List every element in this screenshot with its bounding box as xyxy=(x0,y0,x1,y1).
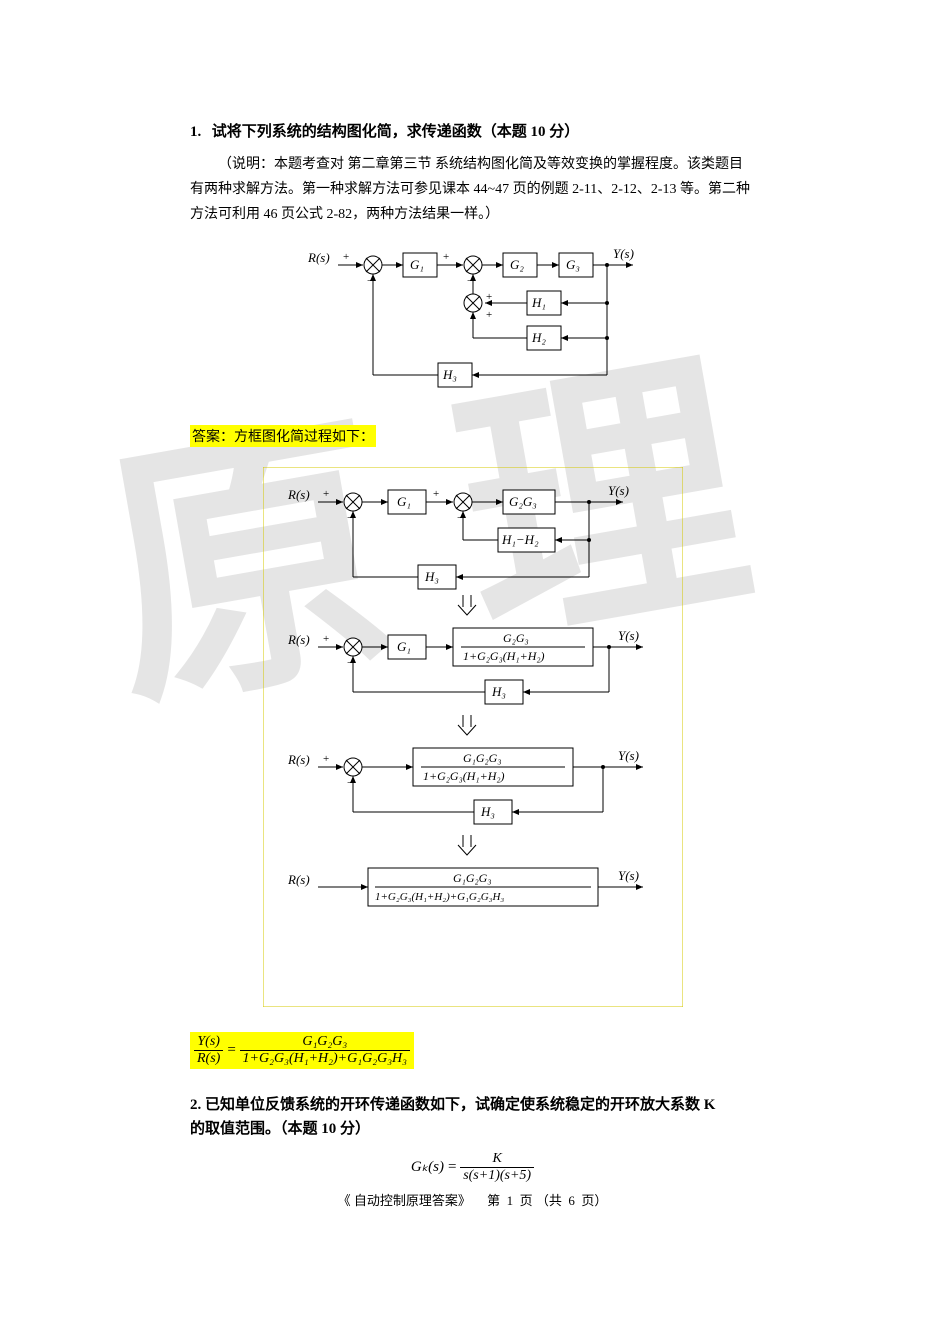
svg-text:H₃: H₃ xyxy=(491,684,506,699)
svg-text:+: + xyxy=(323,633,329,645)
svg-text:H₃: H₃ xyxy=(480,804,495,819)
svg-text:Y(s): Y(s) xyxy=(618,868,639,883)
final-rhs-num: G₁G₂G₃ xyxy=(240,1034,411,1051)
svg-text:Y(s): Y(s) xyxy=(618,748,639,763)
svg-text:+: + xyxy=(433,488,439,500)
svg-text:H₃: H₃ xyxy=(424,569,439,584)
svg-text:H₃: H₃ xyxy=(442,367,457,382)
svg-text:+: + xyxy=(323,753,329,765)
svg-text:R(s): R(s) xyxy=(287,872,310,887)
svg-text:G₁: G₁ xyxy=(397,639,411,654)
footer-page-num: 1 xyxy=(507,1193,514,1208)
q2-lhs: Gₖ(s) xyxy=(411,1159,444,1175)
svg-text:G₂: G₂ xyxy=(510,257,524,272)
svg-text:R(s): R(s) xyxy=(287,632,310,647)
svg-text:H₁: H₁ xyxy=(531,295,546,310)
answer-label: 答案：方框图化简过程如下： xyxy=(190,415,755,457)
svg-text:−: − xyxy=(347,777,353,789)
svg-text:−: − xyxy=(457,512,463,524)
svg-text:H₁−H₂: H₁−H₂ xyxy=(501,532,539,547)
svg-text:Y(s): Y(s) xyxy=(618,628,639,643)
svg-text:G₁: G₁ xyxy=(397,494,411,509)
svg-text:R(s): R(s) xyxy=(287,487,310,502)
svg-text:G₁: G₁ xyxy=(410,257,424,272)
svg-text:+: + xyxy=(443,251,449,263)
footer-page-label: 第 xyxy=(487,1193,500,1208)
svg-text:Y(s): Y(s) xyxy=(613,246,634,261)
q2-title-line2: 的取值范围。（本题 10 分） xyxy=(190,1121,370,1137)
svg-text:−: − xyxy=(467,275,473,287)
svg-text:1+G₂G₃(H₁+H₂): 1+G₂G₃(H₁+H₂) xyxy=(463,649,545,663)
footer-page-sep: 页 （共 xyxy=(520,1193,562,1208)
svg-text:−: − xyxy=(367,275,373,287)
q2-rhs-den: s(s+1)(s+5) xyxy=(460,1168,534,1184)
svg-text:+: + xyxy=(343,251,349,263)
q2-equation: Gₖ(s) = K s(s+1)(s+5) xyxy=(190,1151,755,1184)
final-lhs-den: R(s) xyxy=(194,1051,223,1067)
svg-text:G₃: G₃ xyxy=(566,257,580,272)
q1-title: 试将下列系统的结构图化简，求传递函数（本题 10 分） xyxy=(212,124,580,140)
q1-number: 1. xyxy=(190,120,208,144)
svg-text:Y(s): Y(s) xyxy=(608,483,629,498)
original-block-diagram: R(s) + − G₁ + − xyxy=(190,240,755,405)
simplification-diagram: R(s) + − G₁ + − G₂G₃ xyxy=(190,467,755,1012)
svg-text:+: + xyxy=(323,488,329,500)
svg-text:H₂: H₂ xyxy=(531,330,546,345)
svg-text:−: − xyxy=(347,512,353,524)
svg-text:R(s): R(s) xyxy=(307,250,330,265)
q2-rhs-num: K xyxy=(460,1151,534,1168)
svg-text:G₁G₂G₃: G₁G₂G₃ xyxy=(463,751,502,765)
svg-text:+: + xyxy=(486,291,492,303)
svg-text:+: + xyxy=(486,309,492,321)
q2-number: 2. xyxy=(190,1097,201,1113)
q2-title-line1: 已知单位反馈系统的开环传递函数如下，试确定使系统稳定的开环放大系数 K xyxy=(205,1097,715,1113)
svg-text:G₂G₃: G₂G₃ xyxy=(503,631,529,645)
question1-heading: 1. 试将下列系统的结构图化简，求传递函数（本题 10 分） xyxy=(190,120,755,144)
footer-page-total: 6 xyxy=(568,1193,575,1208)
final-rhs-den: 1+G₂G₃(H₁+H₂)+G₁G₂G₃H₃ xyxy=(240,1051,411,1067)
svg-text:G₂G₃: G₂G₃ xyxy=(509,494,537,509)
q1-explanation: （说明：本题考查对 第二章第三节 系统结构图化简及等效变换的掌握程度。该类题目有… xyxy=(190,152,755,228)
svg-text:G₁G₂G₃: G₁G₂G₃ xyxy=(453,871,492,885)
footer-page-end: 页） xyxy=(581,1193,607,1208)
svg-text:1+G₂G₃(H₁+H₂): 1+G₂G₃(H₁+H₂) xyxy=(423,769,505,783)
page-footer: 《 自动控制原理答案》 第 1 页 （共 6 页） xyxy=(190,1190,755,1209)
final-lhs-num: Y(s) xyxy=(194,1034,223,1051)
footer-doc-name: 《 自动控制原理答案》 xyxy=(338,1193,471,1208)
final-equation: Y(s) R(s) = G₁G₂G₃ 1+G₂G₃(H₁+H₂)+G₁G₂G₃H… xyxy=(190,1032,755,1069)
svg-text:−: − xyxy=(347,657,353,669)
question2-heading: 2. 已知单位反馈系统的开环传递函数如下，试确定使系统稳定的开环放大系数 K 的… xyxy=(190,1093,755,1141)
svg-text:1+G₂G₃(H₁+H₂)+G₁G₂G₃H₃: 1+G₂G₃(H₁+H₂)+G₁G₂G₃H₃ xyxy=(375,891,504,903)
svg-text:R(s): R(s) xyxy=(287,752,310,767)
